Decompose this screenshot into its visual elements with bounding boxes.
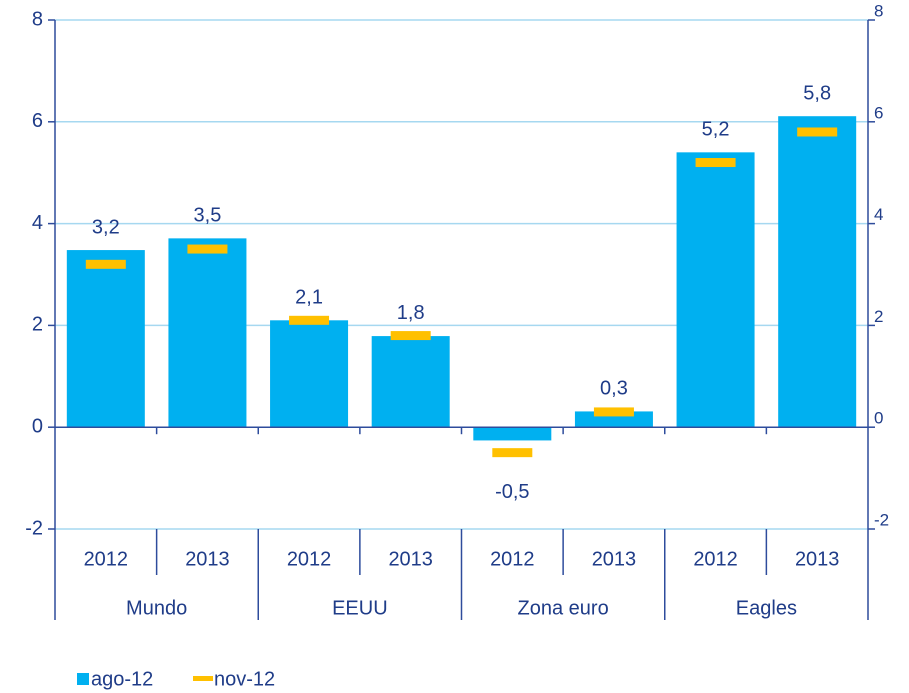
bar (371, 336, 450, 428)
y-tick-label: -2 (25, 517, 43, 539)
group-label: EEUU (332, 597, 388, 619)
value-label: 1,8 (397, 302, 425, 324)
x-tick-label: 2012 (84, 548, 129, 570)
y-tick-label: 8 (32, 8, 43, 30)
x-tick-label: 2013 (795, 548, 840, 570)
bar (473, 427, 552, 441)
legend-swatch (77, 673, 89, 685)
value-label: 2,1 (295, 287, 323, 309)
marker (390, 331, 431, 341)
y2-tick-label: -2 (874, 510, 889, 529)
marker (797, 127, 838, 137)
marker (187, 244, 228, 254)
y2-tick-label: 2 (874, 307, 883, 326)
group-label: Eagles (736, 597, 797, 619)
bar (778, 116, 857, 428)
marker (492, 448, 533, 458)
value-label: 3,2 (92, 216, 120, 238)
marker (695, 158, 736, 168)
legend-label: ago-12 (91, 668, 153, 690)
y2-tick-label: 4 (874, 205, 883, 224)
x-tick-label: 2012 (693, 548, 738, 570)
y-tick-label: 0 (32, 415, 43, 437)
bar (676, 152, 755, 428)
y-tick-label: 2 (32, 314, 43, 336)
y2-tick-label: 8 (874, 1, 883, 20)
x-tick-label: 2012 (287, 548, 332, 570)
y-tick-label: 6 (32, 110, 43, 132)
bar (270, 320, 349, 428)
value-label: -0,5 (495, 481, 529, 503)
bar (66, 250, 145, 428)
legend-label: nov-12 (214, 668, 275, 690)
y2-tick-label: 0 (874, 409, 883, 428)
group-label: Mundo (126, 597, 187, 619)
x-tick-label: 2013 (592, 548, 637, 570)
value-label: 5,8 (803, 82, 831, 104)
value-label: 3,5 (194, 205, 222, 227)
value-label: 0,3 (600, 378, 628, 400)
group-label: Zona euro (518, 597, 609, 619)
x-tick-label: 2012 (490, 548, 535, 570)
y-tick-label: 4 (32, 212, 43, 234)
x-tick-label: 2013 (388, 548, 433, 570)
marker (593, 407, 634, 417)
legend-swatch (193, 676, 213, 681)
marker (289, 315, 330, 325)
marker (85, 259, 126, 269)
bar (168, 238, 247, 428)
x-tick-label: 2013 (185, 548, 230, 570)
value-label: 5,2 (702, 119, 730, 141)
y2-tick-label: 6 (874, 103, 883, 122)
